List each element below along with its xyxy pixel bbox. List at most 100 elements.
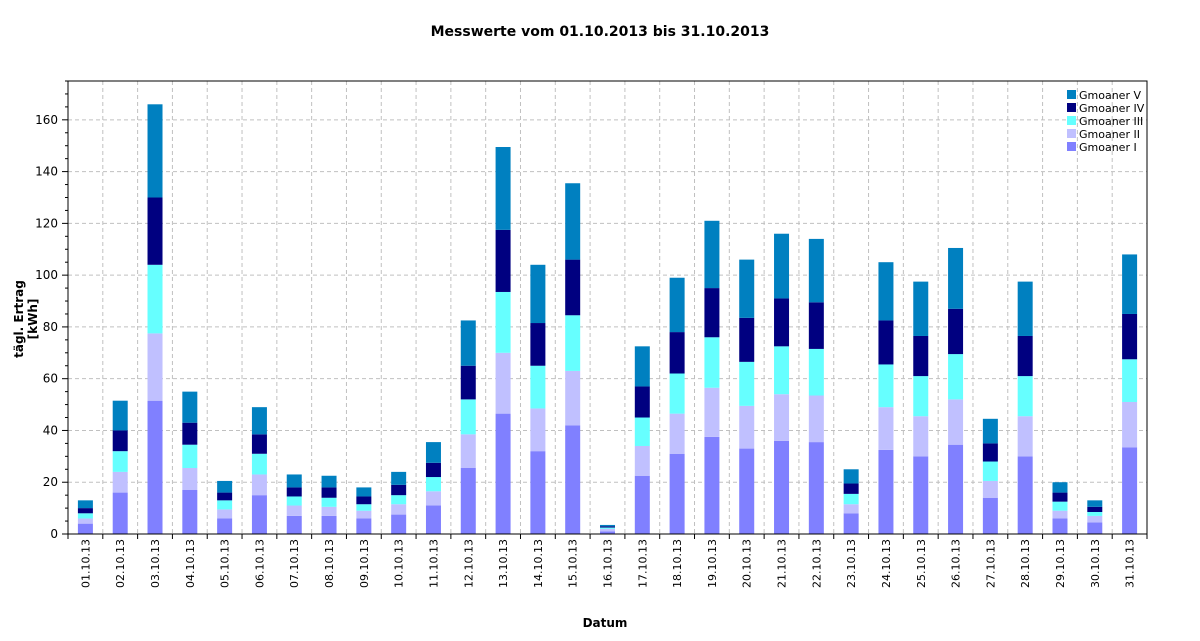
bar-segment (1087, 500, 1103, 507)
x-tick-label: 07.10.13 (288, 539, 301, 588)
bar-segment (878, 320, 894, 365)
bar-segment (565, 370, 581, 426)
x-tick-label: 29.10.13 (1054, 539, 1067, 588)
legend-label: Gmoaner V (1079, 89, 1141, 102)
bar-segment (286, 474, 302, 488)
bar-segment (634, 346, 650, 387)
bar-segment (495, 352, 511, 414)
x-tick-label: 15.10.13 (567, 539, 580, 588)
x-tick-label: 06.10.13 (253, 539, 266, 588)
bar-segment (321, 515, 337, 534)
y-tick-label: 40 (43, 423, 58, 437)
bar-segment (1087, 506, 1103, 512)
x-axis-label: Datum (582, 616, 628, 630)
plot-area-border (67, 80, 1148, 535)
bar-segment (600, 527, 615, 529)
bar-segment (147, 197, 163, 265)
x-tick-label: 21.10.13 (776, 539, 789, 588)
bar-segment (425, 491, 441, 506)
bar-segment (669, 413, 685, 454)
bar-segment (530, 365, 546, 409)
legend-swatch (1067, 116, 1076, 125)
x-tick-label: 10.10.13 (393, 539, 406, 588)
bar-segment (321, 506, 337, 516)
bar-segment (739, 259, 755, 318)
bar-segment (217, 509, 233, 519)
x-tick-label: 03.10.13 (149, 539, 162, 588)
bar-segment (600, 524, 615, 527)
bar-segment (286, 496, 302, 506)
x-tick-label: 25.10.13 (915, 539, 928, 588)
bar-segment (460, 320, 476, 366)
bar-segment (843, 513, 859, 534)
legend-swatch (1067, 103, 1076, 112)
bar-segment (182, 422, 198, 445)
bar-segment (948, 399, 964, 445)
bar-segment (217, 492, 233, 501)
x-tick-label: 18.10.13 (671, 539, 684, 588)
y-tick-label: 80 (43, 320, 58, 334)
bar-segment (356, 504, 372, 511)
bar-segment (913, 456, 929, 534)
bar-segment (182, 467, 198, 490)
x-tick-label: 02.10.13 (114, 539, 127, 588)
bar-segment (669, 453, 685, 534)
bar-segment (1052, 482, 1068, 493)
bar-segment (774, 394, 790, 441)
bar-segment (391, 484, 407, 496)
bar-segment (112, 492, 128, 534)
bar-segment (1122, 401, 1138, 448)
bar-segment (634, 445, 650, 476)
bar-segment (356, 496, 372, 505)
bar-segment (1052, 518, 1068, 534)
bar-segment (1087, 511, 1103, 516)
bar-segment (704, 387, 720, 437)
bar-segment (843, 504, 859, 514)
bar-segment (112, 451, 128, 472)
bar-segment (1017, 335, 1033, 377)
bar-segment (669, 332, 685, 374)
bar-segment (112, 471, 128, 493)
bar-segment (774, 233, 790, 299)
x-tick-label: 24.10.13 (880, 539, 893, 588)
bar-segment (217, 500, 233, 510)
bar-segment (286, 487, 302, 497)
bar-segment (808, 238, 824, 303)
y-tick-label: 160 (35, 113, 58, 127)
bar-segment (425, 442, 441, 463)
bar-segment (182, 391, 198, 423)
x-tick-label: 16.10.13 (602, 539, 615, 588)
x-tick-label: 14.10.13 (532, 539, 545, 588)
bar-segment (147, 400, 163, 534)
bar-segment (913, 376, 929, 417)
legend-swatch (1067, 90, 1076, 99)
bar-segment (1052, 510, 1068, 519)
bar-segment (251, 495, 267, 534)
bar-segment (77, 508, 93, 514)
bar-segment (843, 483, 859, 494)
bar-segment (704, 220, 720, 289)
bar-segment (77, 500, 93, 509)
bar-segment (634, 417, 650, 446)
bar-segment (1017, 416, 1033, 457)
bar-segment (1052, 492, 1068, 502)
x-tick-label: 04.10.13 (184, 539, 197, 588)
bar-segment (1087, 522, 1103, 534)
y-tick-label: 20 (43, 475, 58, 489)
bar-segment (495, 147, 511, 230)
bar-segment (1017, 456, 1033, 534)
bar-segment (808, 348, 824, 396)
bar-segment (878, 407, 894, 450)
bar-segment (321, 475, 337, 488)
bar-segment (948, 354, 964, 400)
bar-segment (808, 395, 824, 443)
bar-segment (286, 515, 302, 534)
bar-segment (77, 518, 93, 524)
bar-segment (251, 434, 267, 454)
bar-segment (982, 418, 998, 444)
legend-label: Gmoaner III (1079, 115, 1143, 128)
bar-segment (982, 461, 998, 481)
x-tick-label: 17.10.13 (636, 539, 649, 588)
bar-segment (739, 317, 755, 362)
bar-segment (251, 407, 267, 435)
